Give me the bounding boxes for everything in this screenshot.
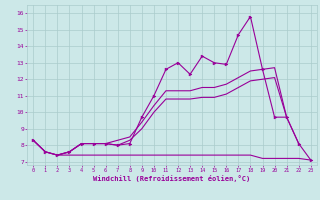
X-axis label: Windchill (Refroidissement éolien,°C): Windchill (Refroidissement éolien,°C) bbox=[93, 175, 251, 182]
